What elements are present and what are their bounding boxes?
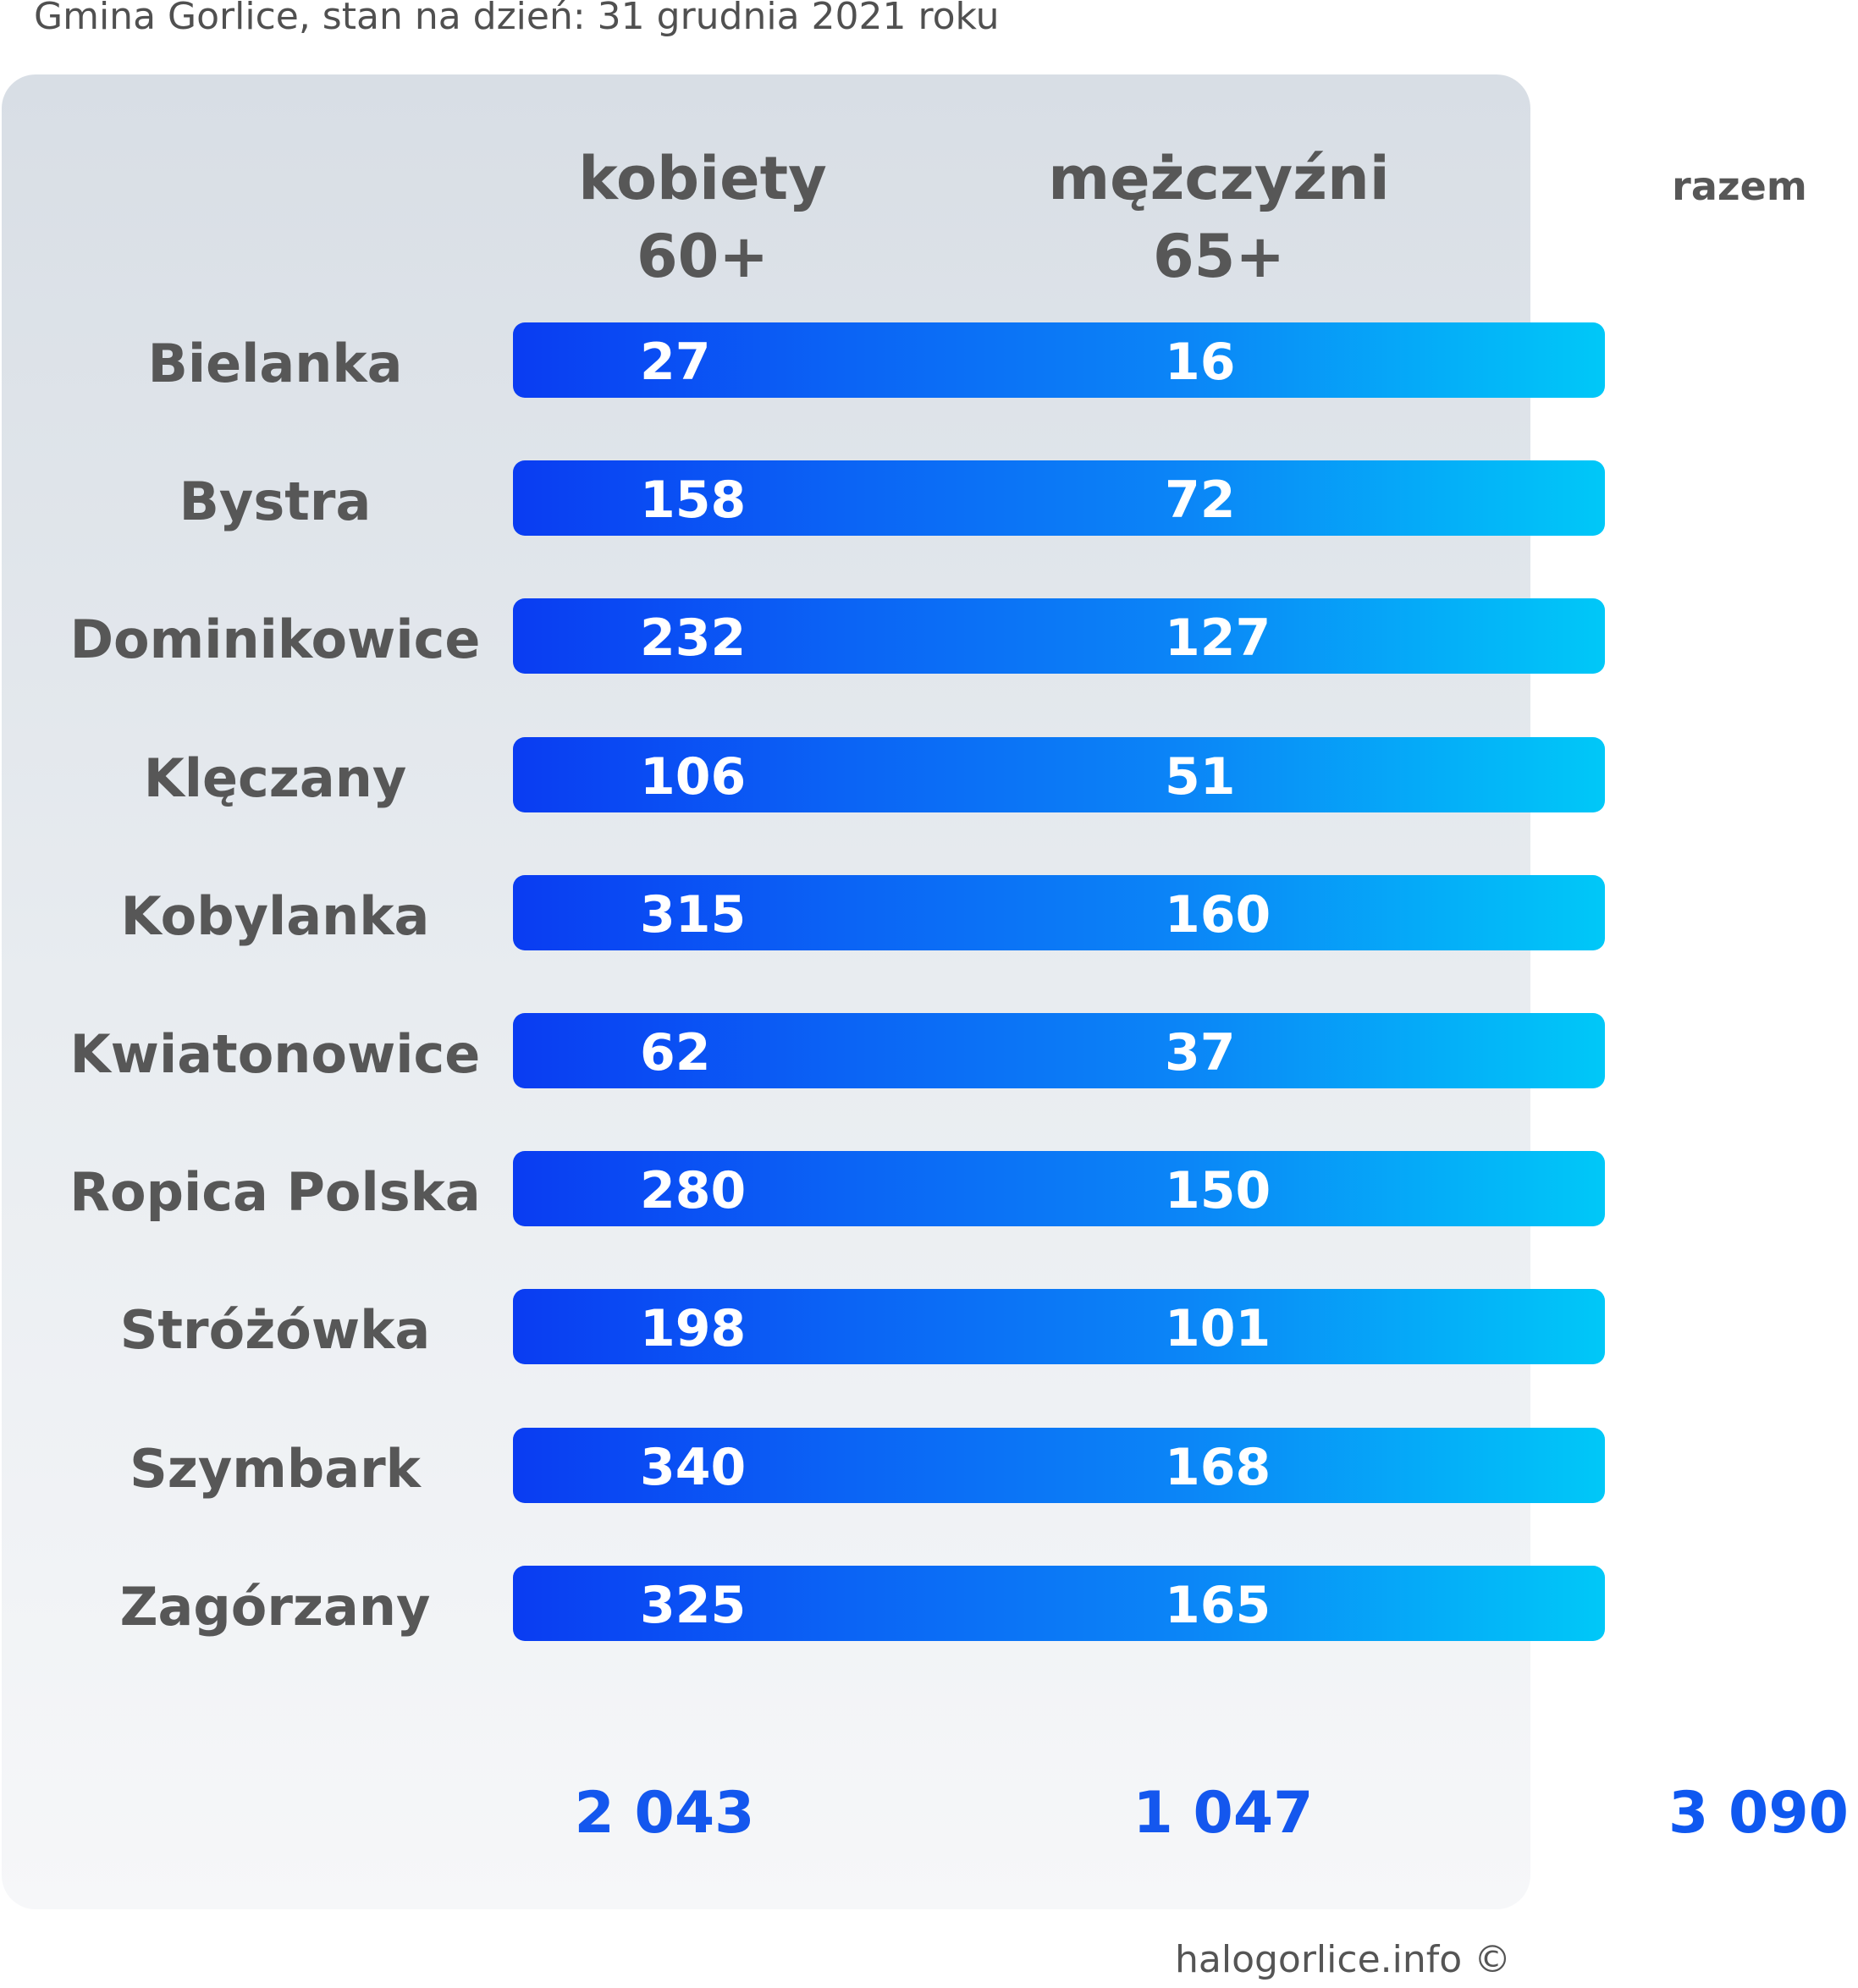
value-women: 106 — [640, 747, 747, 807]
total-women: 2 043 — [574, 1780, 755, 1847]
row-label: Stróżówka — [119, 1299, 431, 1361]
row-label: Kobylanka — [120, 885, 430, 947]
row-label: Kwiatonowice — [69, 1023, 481, 1085]
row-bar: 232 127 — [513, 598, 1605, 674]
value-men: 127 — [1165, 609, 1271, 668]
value-men: 37 — [1165, 1023, 1236, 1082]
row-bar: 340 168 — [513, 1428, 1605, 1503]
row-bar: 198 101 — [513, 1289, 1605, 1364]
row-label: Ropica Polska — [69, 1161, 481, 1223]
value-men: 150 — [1165, 1161, 1271, 1220]
value-men: 165 — [1165, 1576, 1271, 1635]
value-women: 315 — [640, 885, 747, 944]
column-header-men: mężczyźni 65+ — [1033, 140, 1405, 295]
row-label: Szymbark — [130, 1438, 421, 1500]
column-header-women-line1: kobiety — [578, 144, 827, 213]
value-men: 72 — [1165, 471, 1236, 530]
row-bar: 280 150 — [513, 1151, 1605, 1226]
column-header-women-line2: 60+ — [636, 222, 769, 291]
row-label: Klęczany — [143, 747, 407, 809]
total-men: 1 047 — [1133, 1780, 1314, 1847]
value-men: 101 — [1165, 1299, 1271, 1358]
value-men: 160 — [1165, 885, 1271, 944]
row-label: Bystra — [179, 471, 372, 532]
row-label: Dominikowice — [69, 609, 481, 670]
row-bar: 325 165 — [513, 1566, 1605, 1641]
value-women: 62 — [640, 1023, 711, 1082]
value-women: 325 — [640, 1576, 747, 1635]
column-header-men-line2: 65+ — [1152, 222, 1286, 291]
row-bar: 27 16 — [513, 322, 1605, 398]
value-men: 168 — [1165, 1438, 1271, 1497]
row-bar: 106 51 — [513, 737, 1605, 812]
column-header-total: razem — [1672, 163, 1807, 209]
value-women: 198 — [640, 1299, 747, 1358]
row-label: Zagórzany — [119, 1576, 431, 1638]
row-label: Bielanka — [147, 333, 403, 394]
credit: halogorlice.info © — [1175, 1938, 1512, 1981]
value-men: 51 — [1165, 747, 1236, 807]
total-all: 3 090 — [1668, 1780, 1849, 1847]
value-women: 340 — [640, 1438, 747, 1497]
column-header-men-line1: mężczyźni — [1048, 144, 1390, 213]
value-men: 16 — [1165, 333, 1236, 392]
value-women: 232 — [640, 609, 747, 668]
row-bar: 315 160 — [513, 875, 1605, 950]
value-women: 158 — [640, 471, 747, 530]
value-women: 280 — [640, 1161, 747, 1220]
row-bar: 158 72 — [513, 460, 1605, 536]
value-women: 27 — [640, 333, 711, 392]
row-bar: 62 37 — [513, 1013, 1605, 1088]
column-header-women: kobiety 60+ — [542, 140, 863, 295]
chart-subtitle: Gmina Gorlice, stan na dzień: 31 grudnia… — [34, 0, 1000, 38]
